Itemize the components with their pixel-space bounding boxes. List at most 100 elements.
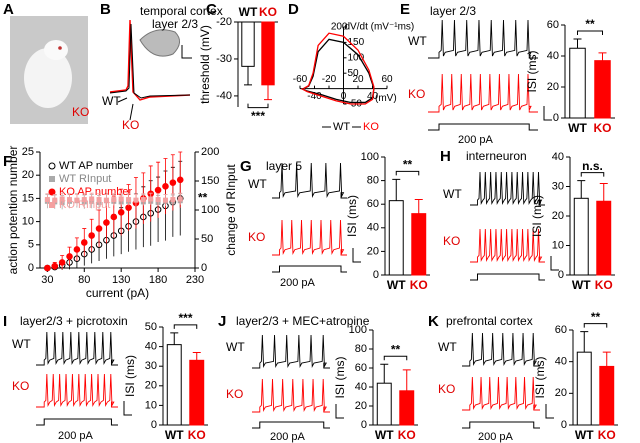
legend-label: WT: [333, 121, 350, 133]
legend-label: WT AP number: [59, 160, 134, 172]
y-tick-label: 40: [145, 341, 157, 353]
error-bar: [599, 183, 608, 202]
stimulus-trace: [470, 273, 545, 281]
scale-bar: [181, 45, 192, 59]
y-tick-label: 40: [355, 381, 367, 393]
y-tick-label: 0: [561, 419, 567, 431]
bar: [241, 21, 255, 67]
x-tick-label: WT: [239, 5, 258, 19]
marker: [66, 253, 73, 260]
y-tick-label: 0: [361, 419, 367, 431]
trace-label: KO: [12, 379, 29, 393]
x-axis-label: current (pA): [86, 286, 149, 300]
stimulus-label: 200 pA: [458, 134, 494, 146]
bar: [411, 213, 427, 276]
marker: [169, 179, 177, 186]
bar: [399, 390, 415, 426]
stimulus-trace: [462, 421, 540, 429]
panel-label: G: [240, 158, 252, 175]
x-axis-label: (mV): [375, 93, 397, 104]
y-tick-label: 80: [355, 343, 367, 355]
trace-title: interneuron: [466, 149, 527, 163]
y2-tick-label: 100: [201, 204, 219, 216]
y2-axis-label: change of RInput: [224, 164, 238, 256]
trace-title: layer 5: [266, 159, 302, 173]
y-axis-label: dV/dt (mV⁻¹ms): [345, 22, 415, 33]
y-tick-label: 100: [361, 151, 379, 163]
y-tick-label: 5: [28, 239, 34, 251]
legend-label: KO RInput: [59, 199, 110, 211]
marker: [140, 197, 146, 203]
bar: [599, 365, 615, 426]
stimulus-label: 200 pA: [280, 277, 316, 289]
voltage-trace: [428, 19, 538, 59]
x-tick-label: 180: [149, 274, 167, 286]
y-tick-label: 20: [547, 81, 559, 93]
trace-title: layer2/3 + picrotoxin: [20, 314, 128, 328]
y-tick-label: 60: [547, 19, 559, 31]
stimulus-label: 200 pA: [58, 430, 94, 442]
bar: [388, 200, 404, 276]
y-tick-label: 20: [555, 387, 567, 399]
voltage-trace: [36, 373, 118, 408]
marker: [177, 196, 183, 202]
x-tick-label: -20: [322, 74, 337, 85]
y-axis-label: ISI (ms): [533, 357, 547, 399]
y-tick-label: 100: [349, 324, 367, 336]
y-tick-label: 40: [547, 50, 559, 62]
significance-bracket: [395, 170, 420, 176]
significance-bracket: [383, 355, 408, 361]
stimulus-label: 200 pA: [478, 431, 514, 443]
y-tick-label: 60: [355, 362, 367, 374]
significance-label: **: [591, 310, 601, 324]
panel-label: H: [440, 148, 451, 165]
panel-label: I: [3, 313, 7, 330]
legend-label: WT RInput: [59, 173, 111, 185]
y-tick-label: 0: [553, 112, 559, 124]
y-tick-label: 20: [22, 169, 34, 181]
legend-swatch: [49, 176, 55, 182]
marker: [111, 197, 117, 203]
panel-label: J: [218, 313, 226, 330]
significance-label: ***: [251, 109, 265, 123]
y-tick-label: -40: [216, 90, 232, 102]
voltage-trace: [470, 171, 545, 206]
y-axis-label: ISI (ms): [345, 195, 359, 237]
x-tick-label: KO: [398, 428, 416, 442]
marker: [81, 197, 87, 203]
trace-label: KO: [226, 387, 243, 401]
significance-bracket: [580, 172, 605, 177]
marker: [88, 232, 95, 239]
y2-tick-label: 200: [201, 146, 219, 158]
trace-label: WT: [102, 94, 121, 108]
panel-label: E: [400, 1, 410, 18]
trace-label: WT: [226, 340, 245, 354]
trace-label: WT: [408, 34, 427, 48]
marker: [103, 197, 109, 203]
marker: [126, 197, 132, 203]
voltage-trace: [252, 378, 330, 413]
significance-bracket: [577, 30, 603, 35]
marker: [44, 264, 51, 272]
marker: [117, 209, 125, 216]
y-axis-label: threshold (mV): [198, 25, 212, 104]
marker: [95, 225, 103, 232]
scale-bar: [335, 404, 344, 419]
marker: [103, 219, 110, 226]
panel-label: B: [100, 1, 111, 18]
y-axis-label: action potention number: [6, 146, 20, 275]
x-tick-label: -40: [307, 91, 322, 102]
error-bar: [577, 180, 586, 199]
y-tick-label: 10: [145, 399, 157, 411]
y-tick-label: 0: [28, 262, 34, 274]
x-tick-label: KO: [259, 5, 277, 19]
error-bar: [580, 331, 589, 353]
ap-trace: [109, 23, 191, 99]
error-bar: [402, 369, 411, 391]
mouse-eye: [58, 46, 62, 50]
scale-bar: [352, 248, 361, 263]
marker: [96, 197, 102, 203]
y2-tick-label: 50: [201, 233, 213, 245]
bar: [594, 60, 611, 119]
